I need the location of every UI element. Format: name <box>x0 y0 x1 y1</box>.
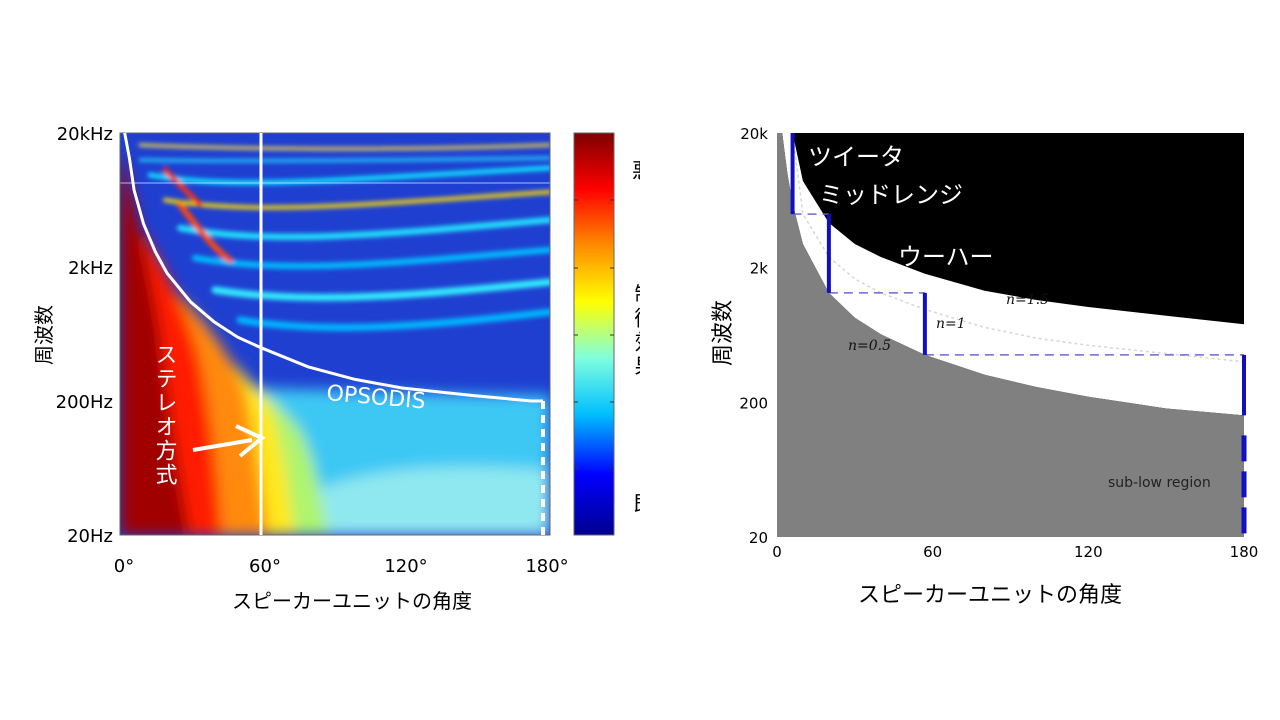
right-x-tick-label: 0 <box>772 543 782 561</box>
left-x-tick-label: 120° <box>384 556 427 577</box>
left-y-tick-label: 20kHz <box>57 124 113 145</box>
right-x-tick-label: 180 <box>1230 543 1259 561</box>
colorbar-label-effect: 制御効果 <box>632 283 640 379</box>
right-y-tick-label: 2k <box>750 260 769 278</box>
right-y-tick-label: 20 <box>749 529 768 547</box>
left-y-tick-label: 20Hz <box>67 526 113 547</box>
stereo-arrow <box>192 424 266 458</box>
woofer-label: ウーハー <box>898 243 994 271</box>
tweeter-label: ツイータ <box>808 143 904 171</box>
left-y-tick-label: 2kHz <box>68 258 113 279</box>
right-x-axis-title: スピーカーユニットの角度 <box>858 583 1122 608</box>
left-y-ticks: 20kHz 2kHz 200Hz 20Hz <box>56 124 113 547</box>
colorbar-ticks <box>574 199 614 469</box>
opsodis-curve <box>123 132 543 403</box>
right-x-tick-label: 120 <box>1074 543 1103 561</box>
left-x-axis-title: スピーカーユニットの角度 <box>232 589 472 613</box>
right-y-tick-label: 20k <box>740 125 768 143</box>
stereo-label: ステレオ方式 <box>152 343 177 487</box>
left-x-ticks: 0° 60° 120° 180° <box>114 556 569 577</box>
left-y-tick-label: 200Hz <box>56 392 113 413</box>
colorbar-label-good: 良 <box>632 491 640 515</box>
left-x-tick-label: 60° <box>249 556 281 577</box>
right-chart-panel: ツイータ ミッドレンジ ウーハー n=1.5 n=1 n=0.5 sub-low… <box>680 0 1280 720</box>
n15-label: n=1.5 <box>1006 292 1049 308</box>
white-band-region <box>777 133 1244 416</box>
left-chart-panel: ステレオ方式 OPSODIS 20kHz 2kHz 200Hz 20Hz 0° 60° 1… <box>32 124 640 613</box>
midrange-label: ミッドレンジ <box>819 181 963 209</box>
step-dashed-lines <box>792 213 1244 356</box>
right-region-chart: ツイータ ミッドレンジ ウーハー n=1.5 n=1 n=0.5 sub-low… <box>711 125 1258 608</box>
n05-label: n=0.5 <box>848 338 891 354</box>
right-x-tick-label: 60 <box>923 543 942 561</box>
left-y-axis-title: 周波数 <box>32 305 56 365</box>
left-x-tick-label: 0° <box>114 556 134 577</box>
right-y-axis-title: 周波数 <box>711 300 736 366</box>
step-markers <box>790 133 1246 416</box>
heatmap-field <box>120 133 550 535</box>
n1-label: n=1 <box>936 316 966 332</box>
left-plot-frame <box>119 132 551 536</box>
colorbar-label-bad: 悪 <box>632 159 640 183</box>
sub-low-region-label: sub-low region <box>1108 475 1211 491</box>
left-x-tick-label: 180° <box>525 556 568 577</box>
lower-region <box>777 133 1244 537</box>
right-y-tick-label: 200 <box>739 394 768 412</box>
colorbar <box>573 132 615 536</box>
right-x-ticks: 0 60 120 180 <box>772 543 1258 561</box>
right-y-ticks: 20k 2k 200 20 <box>739 125 768 547</box>
